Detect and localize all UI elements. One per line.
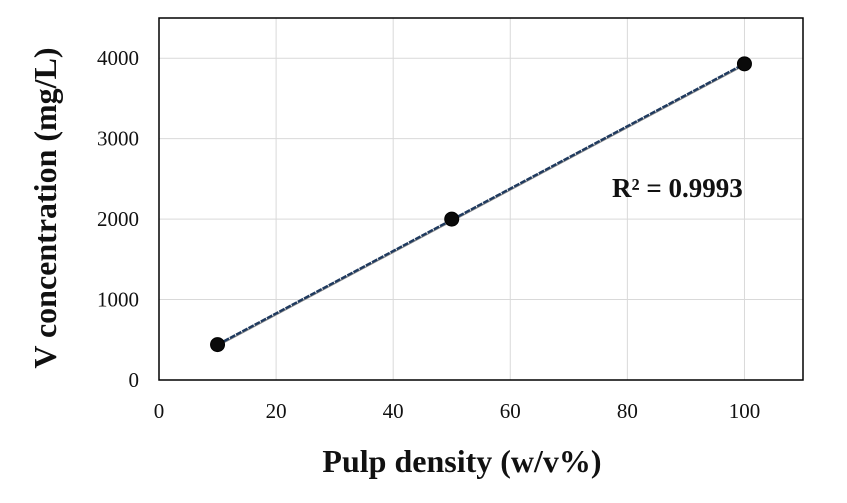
- data-points: [210, 56, 752, 353]
- data-point: [210, 337, 226, 353]
- y-tick-label: 2000: [97, 207, 139, 231]
- y-axis-title: V concentration (mg/L): [27, 47, 63, 368]
- x-tick-label: 40: [383, 399, 404, 423]
- trendline-layer: [216, 62, 746, 347]
- x-tick-label: 100: [729, 399, 761, 423]
- data-point: [736, 56, 752, 72]
- y-tick-label: 4000: [97, 46, 139, 70]
- trendline: [216, 62, 746, 346]
- trendline-shadow: [217, 64, 745, 347]
- y-tick-label: 3000: [97, 127, 139, 151]
- r-squared-annotation: R² = 0.9993: [612, 173, 743, 203]
- x-tick-label: 60: [500, 399, 521, 423]
- x-tick-label: 80: [617, 399, 638, 423]
- x-tick-label: 20: [266, 399, 287, 423]
- y-tick-label: 0: [129, 368, 140, 392]
- plot-area-frame: [158, 17, 804, 381]
- y-axis-ticks: 0 1000 2000 3000 4000: [97, 46, 139, 392]
- x-axis-ticks: 0 20 40 60 80 100: [154, 399, 760, 423]
- grid: [159, 18, 803, 380]
- data-point: [444, 211, 460, 227]
- x-axis-title: Pulp density (w/v%): [322, 443, 601, 479]
- x-tick-label: 0: [154, 399, 165, 423]
- y-tick-label: 1000: [97, 288, 139, 312]
